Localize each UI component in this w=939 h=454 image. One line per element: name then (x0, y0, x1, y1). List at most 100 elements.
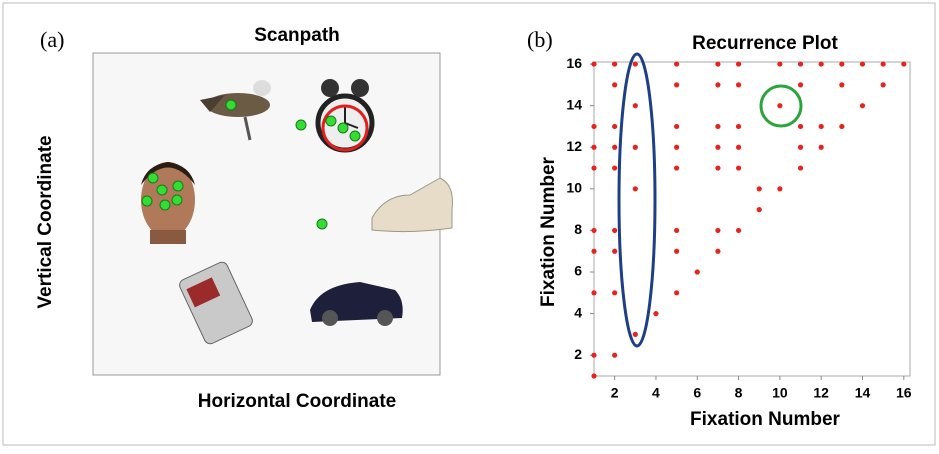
recurrence-point (715, 145, 720, 150)
recurrence-point (860, 103, 865, 108)
recurrence-point (591, 373, 596, 378)
recurrence-point (715, 82, 720, 87)
recurrence-point (819, 61, 824, 66)
recurrence-point (715, 61, 720, 66)
recurrence-point (839, 82, 844, 87)
stimulus-image (93, 53, 453, 375)
recurrence-point (591, 61, 596, 66)
y-tick-label: 10 (566, 180, 582, 196)
recurrence-point (633, 145, 638, 150)
recurrence-point (674, 82, 679, 87)
fixation-dot (142, 196, 152, 206)
recurrence-point (674, 61, 679, 66)
y-tick-label: 12 (566, 138, 582, 154)
fixation-dot (317, 219, 327, 229)
fixation-dot (296, 120, 306, 130)
y-axis-label: Vertical Coordinate (35, 135, 56, 308)
recurrence-point (674, 145, 679, 150)
fixation-dot (226, 100, 236, 110)
recurrence-point (715, 228, 720, 233)
x-tick-label: 8 (735, 385, 743, 401)
recurrence-point (612, 124, 617, 129)
recurrence-point (674, 228, 679, 233)
figure: (a) Scanpath Horizontal Coordinate Verti… (0, 0, 939, 449)
recurrence-point (612, 290, 617, 295)
recurrence-point (591, 353, 596, 358)
recurrence-point (591, 145, 596, 150)
recurrence-point (798, 124, 803, 129)
recurrence-point (736, 124, 741, 129)
recurrence-point (653, 311, 658, 316)
recurrence-point (798, 165, 803, 170)
recurrence-point (612, 249, 617, 254)
fixation-dot (160, 200, 170, 210)
recurrence-point (715, 124, 720, 129)
recurrence-point (798, 145, 803, 150)
y-tick-label: 16 (566, 55, 582, 71)
x-tick-label: 14 (855, 385, 871, 401)
chart-title: Recurrence Plot (692, 33, 838, 54)
fixation-dot (350, 131, 360, 141)
recurrence-point (591, 290, 596, 295)
panel-label: (b) (527, 27, 553, 52)
y-tick-label: 14 (566, 96, 582, 112)
fixation-dot (148, 173, 158, 183)
recurrence-point (612, 61, 617, 66)
recurrence-point (777, 61, 782, 66)
recurrence-point (591, 249, 596, 254)
recurrence-point (757, 207, 762, 212)
recurrence-point (736, 145, 741, 150)
x-tick-label: 16 (896, 385, 912, 401)
recurrence-point (736, 228, 741, 233)
recurrence-point (612, 82, 617, 87)
recurrence-point (819, 145, 824, 150)
recurrence-point (798, 82, 803, 87)
recurrence-point (591, 165, 596, 170)
x-axis-label: Horizontal Coordinate (198, 391, 396, 412)
recurrence-point (839, 124, 844, 129)
recurrence-point (860, 61, 865, 66)
recurrence-point (736, 82, 741, 87)
recurrence-point (612, 165, 617, 170)
recurrence-point (736, 61, 741, 66)
recurrence-point (633, 61, 638, 66)
y-axis-label: Fixation Number (538, 156, 559, 307)
recurrence-point (798, 61, 803, 66)
x-tick-label: 2 (611, 385, 619, 401)
x-tick-label: 4 (652, 385, 660, 401)
recurrence-point (612, 145, 617, 150)
recurrence-point (736, 165, 741, 170)
recurrence-point (777, 186, 782, 191)
recurrence-point (757, 186, 762, 191)
recurrence-point (901, 61, 906, 66)
recurrence-point (612, 353, 617, 358)
recurrence-point (591, 124, 596, 129)
recurrence-point (881, 61, 886, 66)
fixation-dot (172, 195, 182, 205)
recurrence-point (674, 249, 679, 254)
recurrence-point (612, 228, 617, 233)
recurrence-point (633, 332, 638, 337)
recurrence-point (633, 103, 638, 108)
recurrence-point (715, 165, 720, 170)
x-tick-label: 10 (772, 385, 788, 401)
fixation-dot (326, 116, 336, 126)
x-tick-label: 12 (813, 385, 829, 401)
fixation-dot (173, 181, 183, 191)
recurrence-point (674, 165, 679, 170)
y-tick-label: 6 (574, 263, 582, 279)
recurrence-point (674, 124, 679, 129)
panel-title: Scanpath (254, 25, 340, 46)
y-tick-label: 2 (574, 346, 582, 362)
recurrence-point (881, 82, 886, 87)
recurrence-point (674, 290, 679, 295)
recurrence-point (591, 228, 596, 233)
y-tick-label: 4 (574, 304, 582, 320)
panel-label: (a) (40, 27, 64, 52)
recurrence-point (839, 61, 844, 66)
recurrence-point (819, 124, 824, 129)
x-tick-label: 6 (693, 385, 701, 401)
y-tick-label: 8 (574, 221, 582, 237)
fixation-dot (157, 185, 167, 195)
recurrence-point (633, 186, 638, 191)
